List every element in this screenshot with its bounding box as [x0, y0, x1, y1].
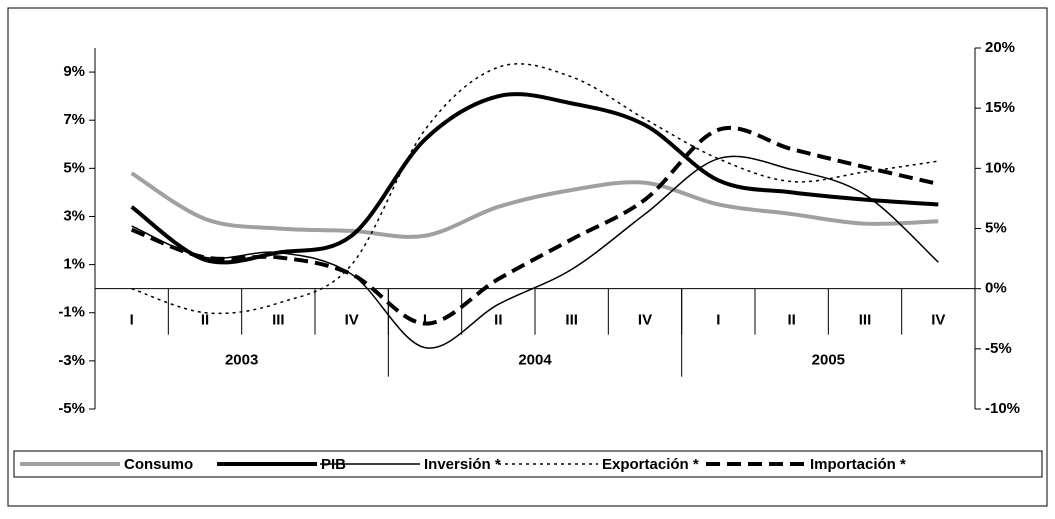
x-tick-label: II [494, 312, 502, 329]
x-tick-label: II [201, 312, 209, 329]
x-tick-label: III [272, 312, 285, 329]
legend-label: Inversión * [424, 456, 501, 473]
legend-label: Consumo [124, 456, 193, 473]
x-tick-label: IV [931, 312, 945, 329]
y-tick-label: -5% [58, 400, 85, 417]
y2-tick-label: 10% [985, 159, 1015, 176]
y2-tick-label: 5% [985, 219, 1007, 236]
y2-tick-label: -10% [985, 400, 1020, 417]
y2-tick-label: 15% [985, 99, 1015, 116]
group-label: 2003 [225, 352, 258, 369]
x-tick-label: III [565, 312, 578, 329]
x-tick-label: I [130, 312, 134, 329]
legend-label: Exportación * [602, 456, 699, 473]
series-line [130, 92, 939, 265]
group-label: 2004 [518, 352, 552, 369]
series-line [130, 125, 939, 326]
chart-frame [7, 7, 1048, 507]
x-tick-label: IV [345, 312, 359, 329]
y-tick-label: 7% [63, 111, 85, 128]
y2-tick-label: -5% [985, 340, 1012, 357]
y-tick-label: -3% [58, 352, 85, 369]
x-tick-label: III [859, 312, 872, 329]
y-tick-label: 9% [63, 63, 85, 80]
legend-label: Importación * [810, 456, 906, 473]
y-tick-label: -1% [58, 304, 85, 321]
y2-tick-label: 0% [985, 280, 1007, 297]
x-tick-label: I [423, 312, 427, 329]
y2-tick-label: 20% [985, 39, 1015, 56]
y-tick-label: 3% [63, 207, 85, 224]
y-tick-label: 1% [63, 256, 85, 273]
x-tick-label: I [716, 312, 720, 329]
series-line [131, 155, 939, 349]
x-tick-label: II [787, 312, 795, 329]
y-tick-label: 5% [63, 159, 85, 176]
series-line [130, 171, 939, 239]
group-label: 2005 [812, 352, 845, 369]
x-tick-label: IV [638, 312, 652, 329]
